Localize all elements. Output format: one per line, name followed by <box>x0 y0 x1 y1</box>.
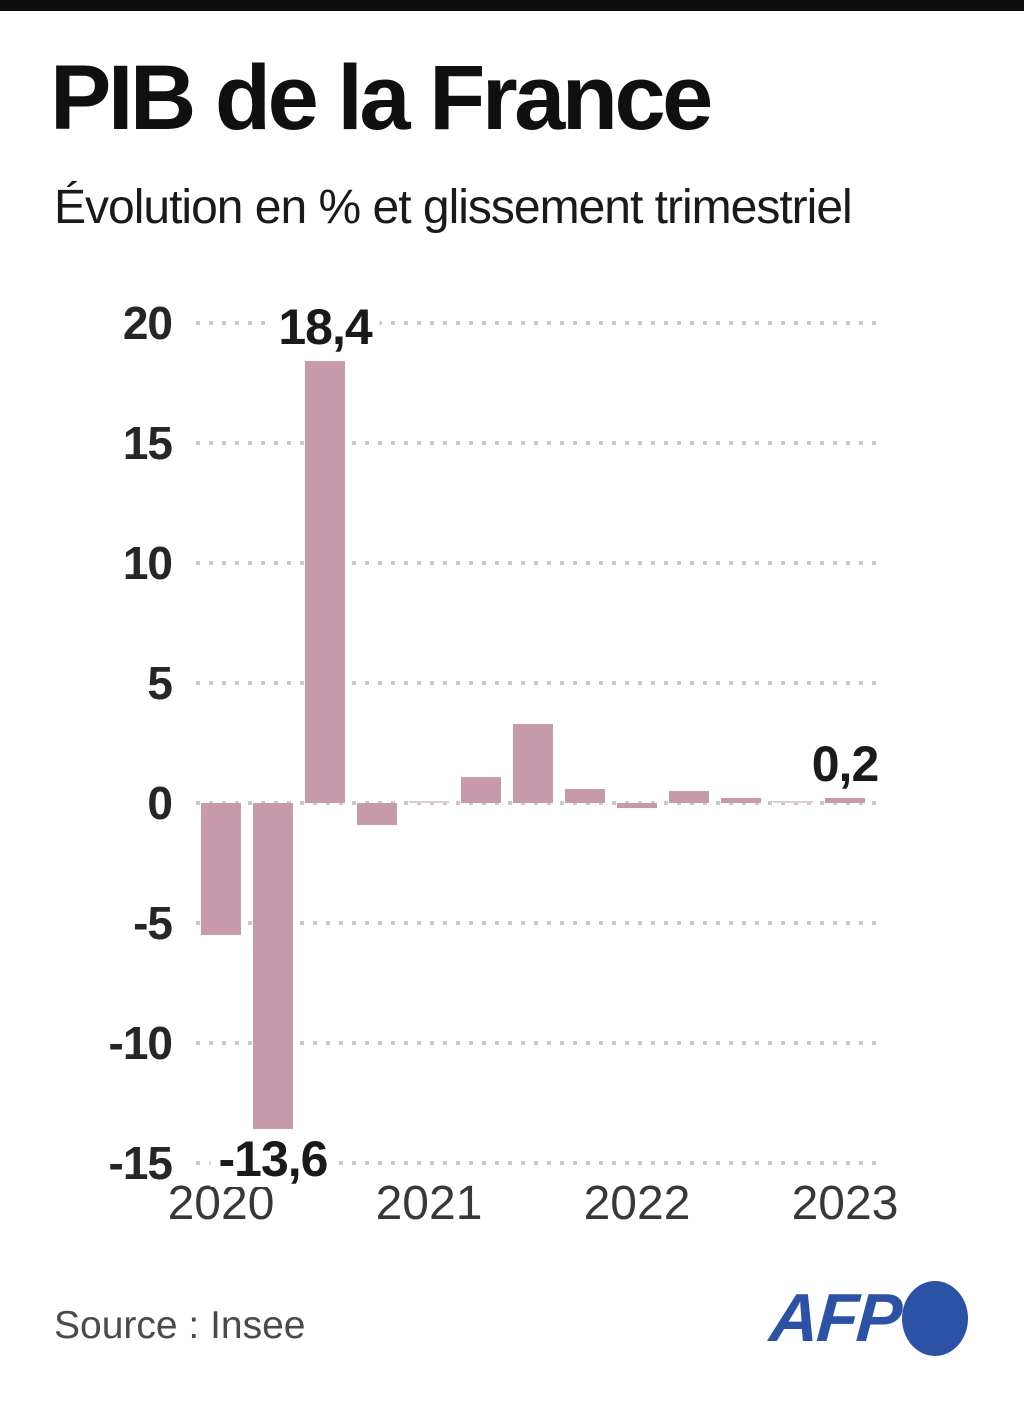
bar-T3-2020 <box>305 361 345 803</box>
gridline-15 <box>196 441 880 445</box>
y-axis-tick-10: 10 <box>122 537 173 589</box>
bar-T1-2023 <box>825 798 865 803</box>
value-label-0_2: 0,2 <box>803 736 887 792</box>
gridline--5 <box>196 921 880 925</box>
value-label-18_4: 18,4 <box>270 299 380 355</box>
bar-T1-2021 <box>409 801 449 803</box>
gridline-10 <box>196 561 880 565</box>
y-axis-tick-15: 15 <box>122 417 173 469</box>
bar-T4-2021 <box>565 789 605 803</box>
bar-T4-2020 <box>357 803 397 825</box>
gridline--15 <box>196 1161 880 1165</box>
y-axis-tick-0: 0 <box>147 777 173 829</box>
y-axis-tick--5: -5 <box>133 897 173 949</box>
afp-logo-text: AFP <box>767 1280 903 1356</box>
y-axis-tick--15: -15 <box>108 1137 173 1189</box>
bar-T1-2020 <box>201 803 241 935</box>
bar-T3-2022 <box>721 798 761 803</box>
gridline-0 <box>196 801 880 805</box>
y-axis-tick-5: 5 <box>147 657 173 709</box>
bar-T1-2022 <box>617 803 657 808</box>
value-label--13_6: -13,6 <box>210 1131 336 1187</box>
afp-logo: AFP <box>760 1278 980 1364</box>
bar-T4-2022 <box>773 801 813 803</box>
afp-logo-circle-icon <box>902 1281 968 1356</box>
bar-T2-2022 <box>669 791 709 803</box>
bar-T2-2021 <box>461 777 501 803</box>
top-border-bar <box>0 0 1024 11</box>
y-axis-tick-20: 20 <box>122 297 173 349</box>
gridline-20 <box>196 321 880 325</box>
gridline-5 <box>196 681 880 685</box>
x-axis-tick-2021: 2021 <box>375 1177 483 1230</box>
chart-title: PIB de la France <box>50 47 713 149</box>
y-axis-tick--10: -10 <box>108 1017 173 1069</box>
bar-T3-2021 <box>513 724 553 803</box>
source-credit: Source : Insee <box>54 1304 306 1347</box>
x-axis-tick-2022: 2022 <box>583 1177 691 1230</box>
chart-subtitle: Évolution en % et glissement trimestriel <box>54 181 853 234</box>
bar-T2-2020 <box>253 803 293 1129</box>
x-axis-tick-2023: 2023 <box>791 1177 899 1230</box>
gridline--10 <box>196 1041 880 1045</box>
